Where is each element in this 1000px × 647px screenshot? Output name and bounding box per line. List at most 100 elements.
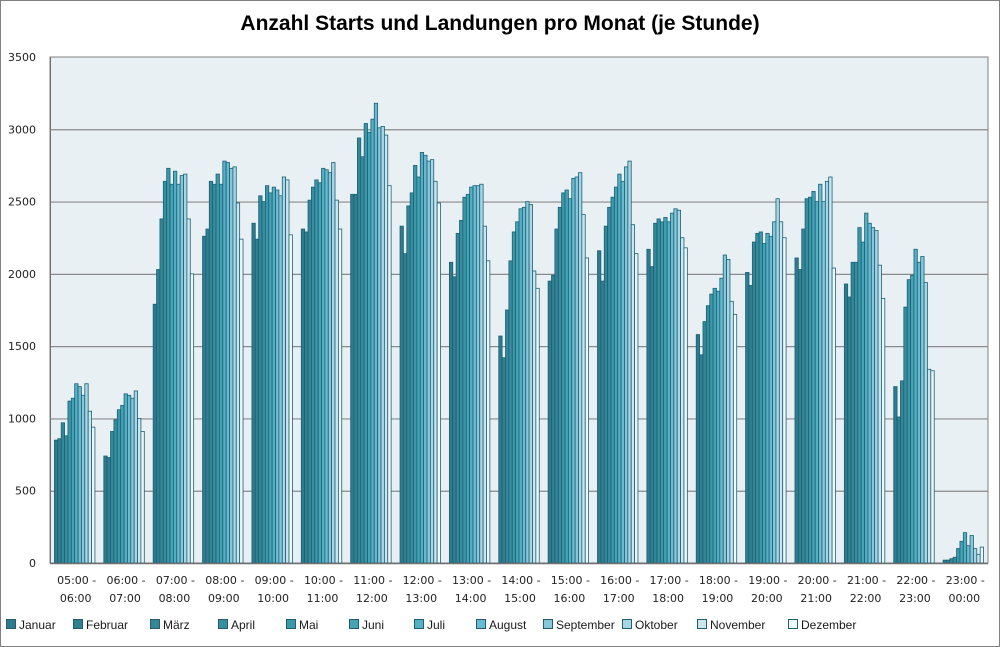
bar	[896, 416, 901, 564]
bar	[893, 386, 898, 564]
bar	[251, 222, 256, 564]
bar	[847, 296, 852, 564]
legend-swatch	[476, 619, 486, 629]
bar	[307, 199, 312, 564]
bar	[498, 335, 503, 564]
x-tick-label: 12:00 -	[403, 574, 442, 587]
bar	[455, 232, 460, 564]
bar	[324, 169, 329, 564]
bar	[387, 185, 392, 564]
bar	[860, 241, 865, 564]
legend-item: März	[150, 618, 190, 632]
bar	[824, 180, 830, 564]
bar	[423, 154, 428, 564]
bar	[758, 231, 763, 564]
legend-label: Dezember	[801, 618, 857, 632]
bar	[123, 393, 128, 564]
bar	[782, 237, 787, 564]
bar	[610, 196, 615, 564]
bar	[607, 206, 612, 564]
bar	[70, 397, 76, 564]
bar	[959, 540, 964, 564]
bar	[532, 270, 537, 564]
bar	[952, 556, 957, 564]
bar	[900, 380, 905, 564]
bar	[205, 228, 210, 564]
y-tick-labels: 0 500 1000 1500 2000 2500 3000 3500	[8, 51, 36, 570]
bar	[578, 172, 583, 564]
bar	[479, 183, 484, 564]
bar	[409, 192, 414, 564]
bar	[377, 127, 382, 564]
bar	[864, 212, 869, 564]
bar	[867, 222, 872, 564]
bar	[670, 212, 675, 564]
x-tick-label: 06:00	[60, 592, 92, 605]
bar	[275, 189, 280, 564]
bar	[732, 313, 738, 564]
bar	[969, 535, 974, 564]
bar	[617, 173, 622, 564]
bar	[285, 179, 290, 564]
bar	[666, 221, 671, 564]
bar	[505, 309, 510, 564]
bar	[699, 354, 704, 564]
bar	[850, 261, 855, 564]
bar	[169, 183, 174, 564]
bar	[663, 217, 668, 564]
bar	[755, 232, 760, 564]
bar	[716, 290, 721, 564]
y-tick-label: 1500	[8, 340, 36, 353]
legend-swatch	[150, 619, 160, 629]
legend-swatch	[286, 619, 296, 629]
bar	[956, 548, 961, 564]
bar	[229, 167, 234, 564]
bar	[300, 228, 306, 564]
bar	[462, 196, 467, 564]
y-tick-label: 3000	[8, 123, 36, 136]
legend-item: April	[218, 618, 255, 632]
bar	[278, 195, 283, 564]
bar	[373, 102, 379, 564]
x-tick-label: 17:00	[603, 592, 635, 605]
bar	[557, 206, 563, 564]
y-tick-label: 2500	[8, 196, 36, 209]
bar	[215, 173, 220, 564]
bar	[159, 218, 164, 564]
bar	[304, 231, 309, 564]
bar	[613, 186, 619, 564]
bar	[814, 201, 819, 564]
bar	[561, 192, 566, 564]
bar	[74, 383, 79, 564]
bar	[271, 186, 276, 564]
bar	[729, 300, 734, 564]
bar	[564, 189, 569, 564]
bar	[261, 201, 266, 564]
bar	[843, 283, 849, 564]
bar	[140, 431, 145, 564]
bar	[551, 274, 556, 564]
x-tick-label: 05:00 -	[57, 574, 96, 587]
bar	[281, 176, 287, 564]
x-tick-label: 11:00 -	[353, 574, 392, 587]
x-tick-label: 16:00	[554, 592, 586, 605]
bar	[854, 261, 859, 564]
x-tick-label: 13:00 -	[452, 574, 491, 587]
bar	[634, 253, 639, 564]
bar	[571, 178, 576, 564]
x-tick-label: 21:00 -	[847, 574, 886, 587]
bar	[67, 400, 72, 564]
bar	[653, 222, 658, 564]
bar	[620, 180, 625, 564]
bar	[649, 266, 655, 564]
bar	[567, 198, 573, 564]
bar	[775, 198, 780, 564]
bar	[465, 193, 471, 564]
bar	[702, 321, 707, 564]
bar	[360, 156, 365, 564]
bar	[156, 269, 161, 564]
bar	[448, 261, 454, 564]
bar	[380, 125, 385, 564]
bar	[680, 237, 685, 564]
bar	[60, 422, 65, 564]
